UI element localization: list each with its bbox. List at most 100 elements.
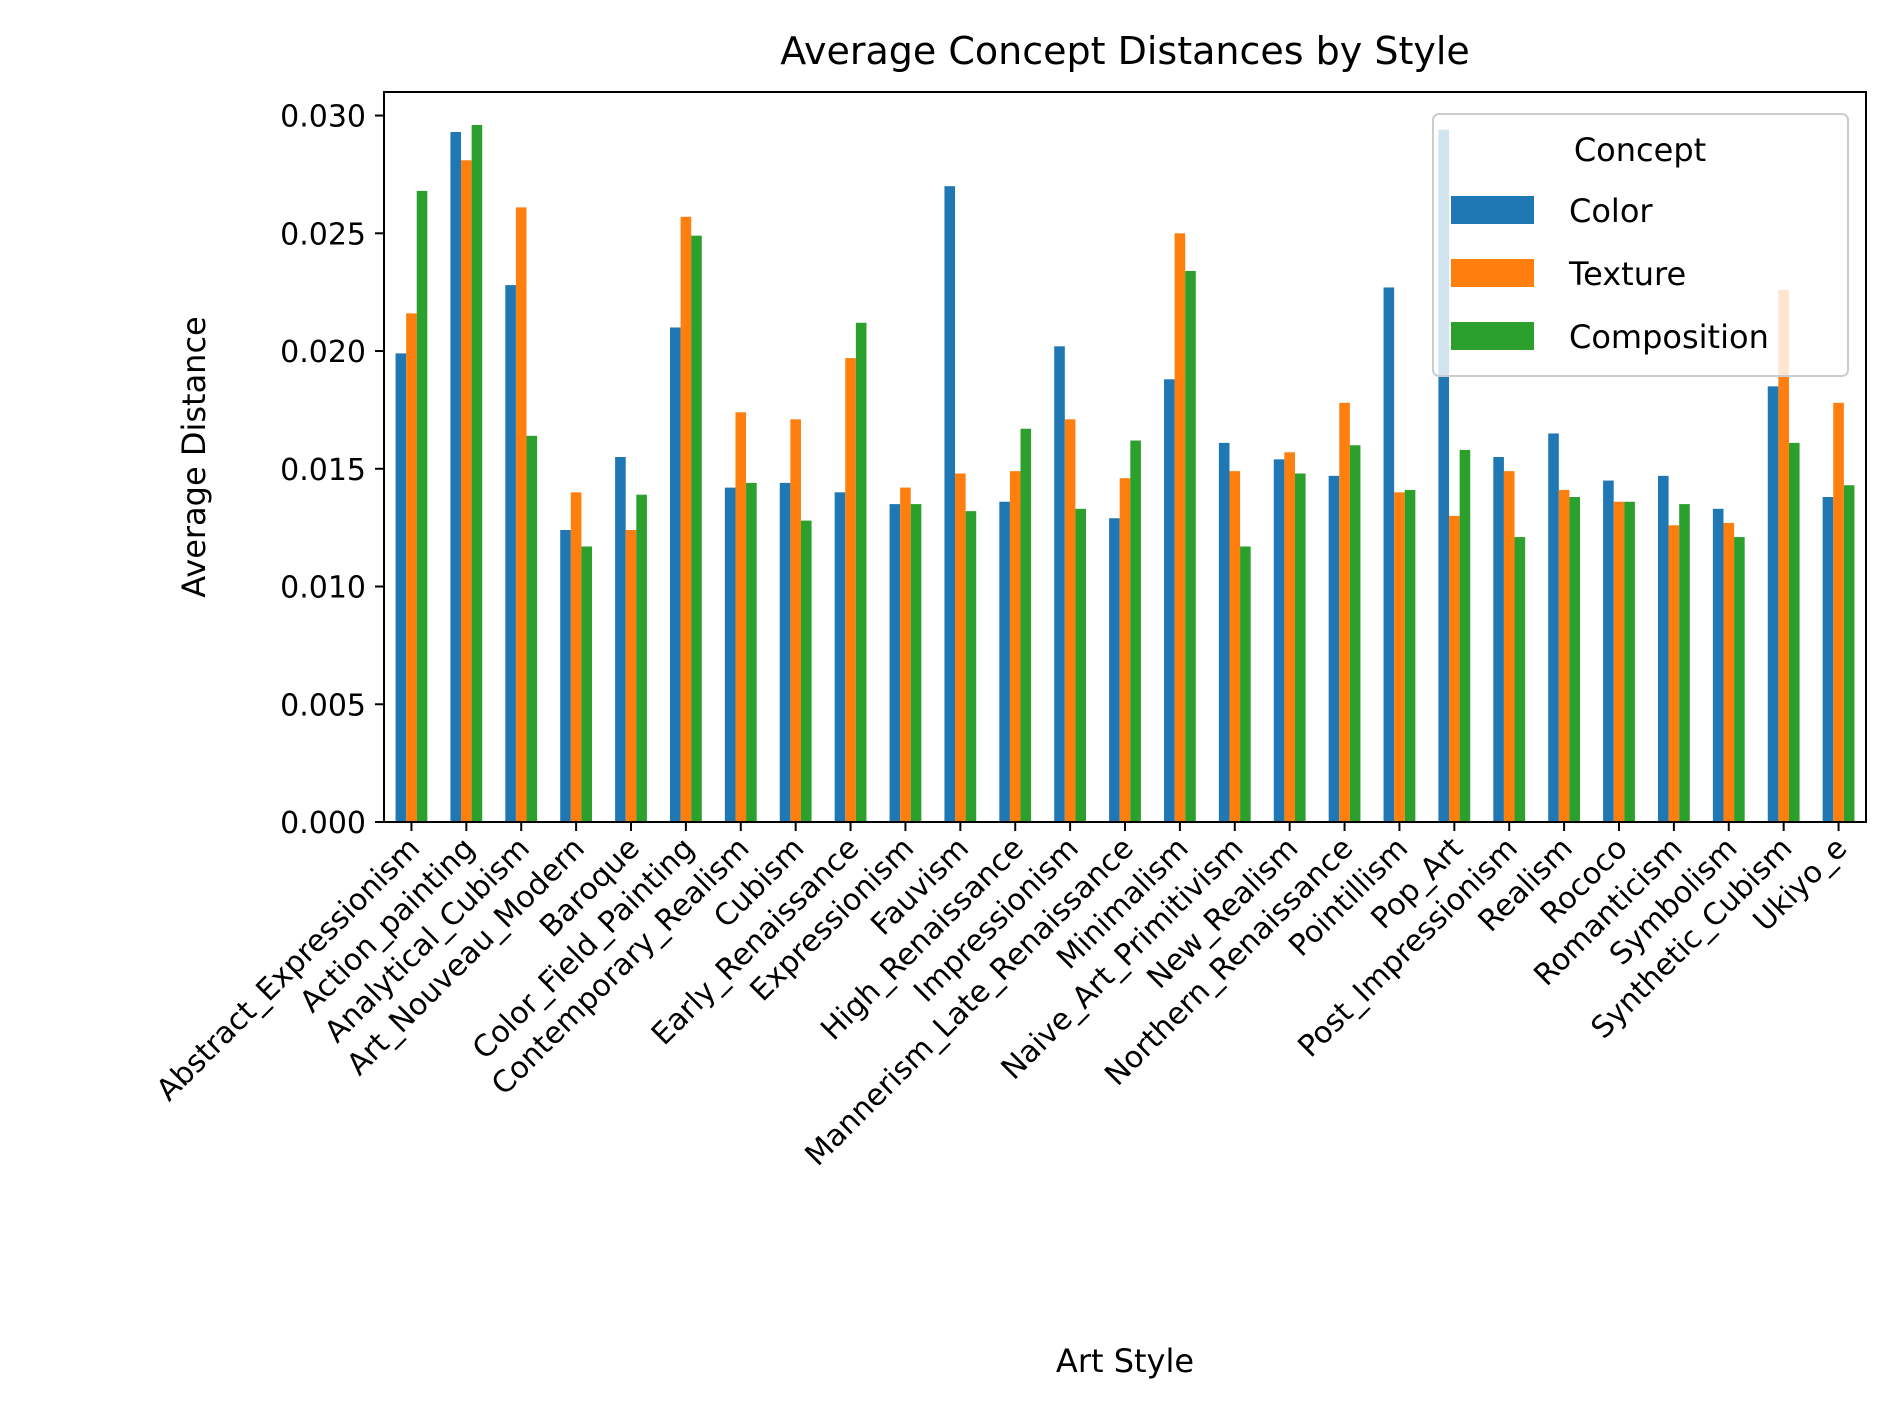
bar-color-contemporary_realism [724,487,736,822]
y-tick-label: 0.010 [280,571,366,606]
bar-composition-realism [1569,497,1581,822]
bar-color-art_nouveau_modern [560,530,571,822]
bar-composition-new_realism [1294,473,1306,822]
bar-composition-baroque [636,494,647,822]
bar-color-high_renaissance [999,501,1010,822]
bar-texture-contemporary_realism [735,412,747,822]
bar-color-action_painting [450,132,462,822]
bar-composition-expressionism [910,504,922,822]
bar-color-pop_art [1438,129,1450,822]
legend-label-composition: Composition [1569,318,1769,356]
bar-composition-post_impressionism [1514,537,1526,822]
bar-texture-abstract_expressionism [406,313,417,822]
bar-texture-expressionism [900,487,911,822]
bar-composition-romanticism [1679,504,1690,822]
bar-texture-early_renaissance [845,358,856,822]
bar-composition-abstract_expressionism [416,190,428,822]
bar-composition-fauvism [965,511,977,822]
bar-color-cubism [779,482,791,822]
bar-texture-northern_renaissance [1339,402,1350,822]
bar-color-ukiyo_e [1822,497,1834,822]
y-tick-label: 0.030 [280,100,366,135]
bar-texture-ukiyo_e [1833,402,1844,822]
legend-entries: Color Texture Composition [1451,192,1769,356]
bar-composition-synthetic_cubism [1788,442,1800,822]
bar-composition-art_nouveau_modern [581,546,593,822]
bar-color-new_realism [1273,459,1285,822]
bar-composition-mannerism_late_renaissance [1130,440,1141,822]
bar-color-expressionism [889,504,901,822]
y-axis: 0.000 0.005 0.010 0.015 0.020 0.025 0.030 [280,100,384,841]
legend: Concept Color Texture Composition [1432,113,1849,377]
bar-texture-action_painting [461,160,472,823]
bar-color-symbolism [1712,508,1724,822]
bar-composition-pop_art [1459,449,1471,822]
bar-composition-analytical_cubism [526,435,538,822]
bar-color-synthetic_cubism [1767,386,1779,822]
bar-texture-art_nouveau_modern [570,492,582,822]
y-tick-label: 0.000 [280,806,366,841]
bar-color-romanticism [1657,475,1669,822]
bar-color-northern_renaissance [1328,475,1340,822]
bar-texture-new_realism [1284,452,1295,822]
y-tick-label: 0.015 [280,453,366,488]
bar-color-post_impressionism [1493,457,1504,822]
y-tick-label: 0.020 [280,335,366,370]
bar-texture-color_field_painting [680,216,692,822]
bar-color-impressionism [1054,346,1065,822]
bar-composition-high_renaissance [1020,428,1032,822]
legend-swatch-color [1451,196,1534,224]
bar-texture-realism [1558,489,1570,822]
legend-label-texture: Texture [1568,255,1686,293]
bar-texture-minimalism [1174,233,1186,823]
y-tick-label: 0.005 [280,688,366,723]
legend-frame [1432,113,1849,377]
bar-composition-pointillism [1404,489,1416,822]
bar-color-fauvism [944,186,956,822]
bar-composition-impressionism [1075,508,1087,822]
bar-texture-romanticism [1668,525,1680,822]
bar-texture-analytical_cubism [515,207,527,822]
legend-swatch-texture [1451,259,1534,287]
bar-composition-early_renaissance [855,322,867,822]
bar-composition-northern_renaissance [1349,445,1361,822]
legend-title: Concept [1574,131,1706,169]
bar-composition-minimalism [1185,270,1196,823]
bar-composition-symbolism [1734,537,1745,822]
bar-texture-mannerism_late_renaissance [1119,478,1131,822]
bar-color-naive_art_primitivism [1218,442,1230,822]
bar-texture-high_renaissance [1009,471,1021,822]
bar-composition-rococo [1624,501,1635,822]
chart-title: Average Concept Distances by Style [780,29,1470,73]
bar-color-rococo [1603,480,1614,822]
y-axis-label: Average Distance [175,316,213,598]
y-tick-label: 0.025 [280,217,366,252]
x-axis-label: Art Style [1056,1342,1194,1380]
bar-color-mannerism_late_renaissance [1109,518,1120,822]
bar-texture-cubism [790,419,801,822]
bar-color-realism [1548,433,1559,822]
bar-composition-ukiyo_e [1843,485,1855,822]
bar-composition-cubism [800,520,812,822]
bar-composition-contemporary_realism [746,482,757,822]
bar-composition-color_field_painting [691,235,702,822]
legend-label-color: Color [1569,192,1653,230]
bar-color-color_field_painting [669,327,681,822]
bar-texture-baroque [625,530,637,822]
bar-texture-synthetic_cubism [1778,289,1789,822]
bar-color-minimalism [1163,379,1175,822]
bar-texture-naive_art_primitivism [1229,471,1241,822]
legend-swatch-composition [1451,322,1534,350]
bar-color-analytical_cubism [505,285,516,823]
bar-texture-pop_art [1449,515,1460,822]
bar-texture-rococo [1613,501,1625,822]
bar-color-pointillism [1383,287,1395,822]
bar-color-abstract_expressionism [395,353,407,822]
bar-texture-fauvism [955,473,966,822]
bars [395,124,1855,823]
bar-color-baroque [615,457,626,822]
bar-composition-naive_art_primitivism [1240,546,1251,822]
bar-composition-action_painting [471,124,483,823]
